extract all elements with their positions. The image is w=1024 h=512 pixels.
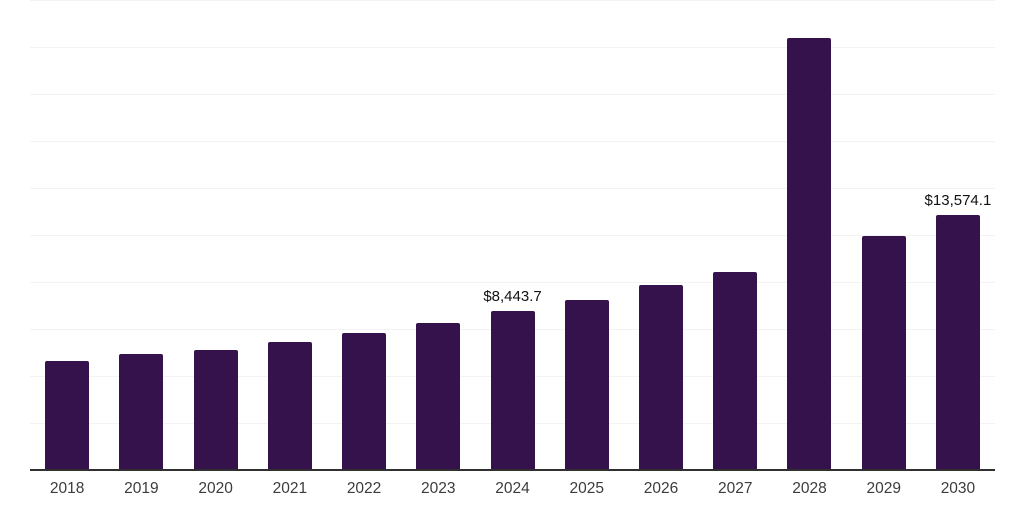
bar-2028 (787, 37, 832, 470)
bar-cell-2021 (253, 0, 327, 470)
bar-cell-2022 (327, 0, 401, 470)
x-tick-label-2022: 2022 (346, 480, 382, 497)
x-tick-label-2019: 2019 (124, 480, 159, 497)
x-tick-label-2025: 2025 (569, 480, 604, 497)
bar-value-label-2030: $13,574.1 (924, 191, 992, 209)
x-tick-label-2029: 2029 (866, 480, 901, 497)
bar-cell-2028 (772, 0, 846, 470)
bar-2020 (193, 349, 238, 470)
gridline (30, 188, 995, 189)
bar-cell-2018 (30, 0, 104, 470)
x-tick-label-2020: 2020 (198, 480, 233, 497)
bar-2019 (119, 354, 164, 470)
x-axis-line (30, 469, 995, 471)
bar-cell-2027 (698, 0, 772, 470)
gridline (30, 0, 995, 1)
bar-cell-2030: $13,574.1 (921, 0, 995, 470)
x-tick-label-2018: 2018 (49, 480, 85, 497)
x-tick-label-2027: 2027 (717, 480, 753, 497)
bar-2030 (935, 214, 980, 470)
bar-2024 (490, 311, 535, 470)
x-tick-label-2026: 2026 (643, 480, 679, 497)
bar-cell-2019 (104, 0, 178, 470)
x-tick-label-2024: 2024 (495, 480, 530, 497)
bar-2027 (713, 272, 758, 470)
x-tick-label-2021: 2021 (272, 480, 308, 497)
bar-2022 (342, 332, 387, 470)
x-axis-labels: 2018 2019 2020 2021 2022 2023 2024 2025 2026 2027… (30, 470, 995, 499)
bar-cell-2024: $8,443.7 (475, 0, 549, 470)
bar-2026 (638, 285, 683, 470)
bar-value-label-2024: $8,443.7 (483, 288, 542, 306)
x-tick-label-2023: 2023 (421, 480, 456, 497)
bar-2021 (267, 341, 312, 470)
bar-cell-2026 (624, 0, 698, 470)
bar-cell-2025 (550, 0, 624, 470)
gridline (30, 141, 995, 142)
bar-cell-2020 (178, 0, 252, 470)
gridline (30, 235, 995, 236)
bar-2018 (45, 360, 90, 470)
bar-2029 (861, 235, 906, 470)
gridline (30, 47, 995, 48)
gridline (30, 94, 995, 95)
x-tick-label-2030: 2030 (940, 480, 976, 497)
bars-row: $8,443.7 $13,574.1 (30, 0, 995, 470)
plot-area: $8,443.7 $13,574.1 (30, 0, 995, 471)
bar-cell-2029 (847, 0, 921, 470)
bar-2025 (564, 300, 609, 470)
x-tick-label-2028: 2028 (792, 480, 827, 497)
bar-cell-2023 (401, 0, 475, 470)
bar-2023 (416, 322, 461, 470)
gridline (30, 282, 995, 283)
